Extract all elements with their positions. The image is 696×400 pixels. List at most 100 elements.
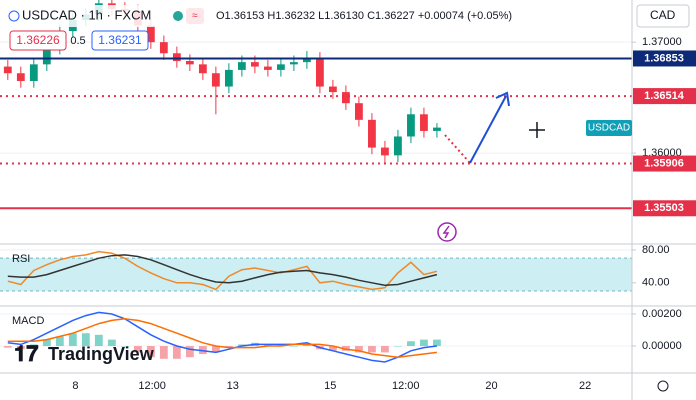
- candle-body: [355, 103, 363, 120]
- candle-body: [172, 53, 181, 62]
- histogram-bar: [211, 346, 220, 353]
- pane: [0, 311, 632, 363]
- candle-body: [3, 66, 12, 74]
- settings-chip[interactable]: [186, 8, 204, 24]
- series-line: [7, 311, 437, 363]
- logo-text: TradingView: [48, 344, 155, 364]
- currency: CAD: [650, 8, 676, 22]
- candle-body: [146, 25, 155, 43]
- candle-body: [159, 42, 168, 54]
- histogram-bar: [146, 346, 155, 358]
- ohlc-info: O1.36153 H1.36232 L1.36130 C1.36227 +0.0…: [216, 10, 512, 22]
- bid-price: 1.36226: [16, 33, 60, 47]
- price-level-label: 1.35906: [644, 157, 684, 169]
- x-tick-label: 12:00: [138, 380, 166, 392]
- symbol-tag: [586, 120, 632, 136]
- series-line: [7, 254, 438, 287]
- spread: 0.5: [70, 35, 85, 47]
- candle-body: [407, 114, 415, 137]
- series-line: [7, 318, 437, 358]
- histogram-bar: [107, 339, 116, 347]
- market-status: [173, 11, 183, 21]
- histogram-bar: [29, 344, 38, 347]
- event-icon[interactable]: [437, 222, 457, 242]
- histogram-bar: [329, 346, 337, 351]
- x-tick-label: 20: [485, 380, 497, 392]
- candle-body: [394, 136, 402, 156]
- histogram-bar: [224, 346, 233, 348]
- candle-body: [329, 86, 337, 93]
- chip-icon: ≈: [192, 11, 198, 22]
- candle-body: [316, 58, 324, 87]
- candle-body: [420, 114, 428, 131]
- candle-body: [276, 64, 285, 70]
- histogram-bar: [342, 346, 350, 351]
- histogram-bar: [68, 333, 77, 347]
- y-tick-label: 40.00: [642, 277, 670, 289]
- pane-title: MACD: [12, 315, 44, 327]
- histogram-bar: [237, 344, 246, 347]
- candle-body: [211, 73, 220, 87]
- price-level-label: 1.36514: [644, 90, 685, 102]
- settings-icon[interactable]: [657, 380, 669, 392]
- rsi-band: [0, 258, 632, 292]
- y-tick-label: 80.00: [642, 244, 670, 256]
- price-level-tag: [633, 155, 696, 172]
- symbol-info[interactable]: USDCAD · 1h · FXCM: [22, 7, 151, 22]
- sell-button[interactable]: [9, 30, 67, 51]
- currency-button[interactable]: [636, 4, 690, 28]
- price-level-tag: [633, 50, 696, 67]
- candle-body: [433, 127, 441, 131]
- logo-mark: 𝟏𝟕: [14, 341, 39, 366]
- y-tick-label: 0.00000: [642, 340, 682, 352]
- candle-body: [237, 62, 246, 70]
- symbol-tag-label: USDCAD: [588, 123, 630, 134]
- histogram-bar: [289, 346, 298, 347]
- candle-body: [302, 58, 311, 63]
- candle-body: [42, 47, 51, 65]
- x-tick-label: 13: [227, 380, 239, 392]
- price-level-label: 1.36853: [644, 52, 684, 64]
- y-tick-label: 1.37000: [642, 36, 682, 48]
- pane-title: RSI: [12, 253, 30, 265]
- price-level-tag: [633, 200, 696, 217]
- histogram-bar: [433, 339, 441, 347]
- histogram-bar: [198, 346, 207, 355]
- x-tick-label: 8: [72, 380, 78, 392]
- buy-button[interactable]: [91, 30, 149, 51]
- candle-body: [368, 119, 376, 148]
- histogram-bar: [302, 344, 311, 347]
- price-level-tag: [633, 88, 696, 105]
- histogram-bar: [81, 333, 90, 347]
- histogram-bar: [172, 346, 181, 359]
- arrow-head: [495, 91, 510, 107]
- histogram-bar: [42, 339, 51, 347]
- x-tick-label: 15: [324, 380, 336, 392]
- candle-body: [381, 147, 389, 156]
- header-backdrop: [4, 5, 224, 27]
- x-tick-label: 12:00: [392, 380, 420, 392]
- histogram-bar: [133, 346, 142, 353]
- histogram-bar: [16, 346, 25, 350]
- candle-body: [263, 66, 272, 70]
- histogram-bar: [276, 344, 285, 347]
- candle-body: [250, 62, 259, 67]
- projection-line: [444, 134, 471, 164]
- histogram-bar: [368, 346, 376, 353]
- histogram-bar: [407, 341, 415, 347]
- candle-body: [29, 64, 38, 81]
- price-level-label: 1.35503: [644, 202, 684, 214]
- pane: [0, 249, 632, 292]
- histogram-bar: [94, 334, 103, 347]
- histogram-bar: [185, 346, 194, 358]
- x-tick-label: 22: [579, 380, 591, 392]
- candle-body: [224, 69, 233, 87]
- histogram-bar: [394, 346, 402, 347]
- histogram-bar: [3, 346, 12, 348]
- ask-price: 1.36231: [98, 33, 142, 47]
- histogram-bar: [355, 346, 363, 353]
- crosshair: [529, 122, 545, 138]
- candle-body: [289, 62, 298, 65]
